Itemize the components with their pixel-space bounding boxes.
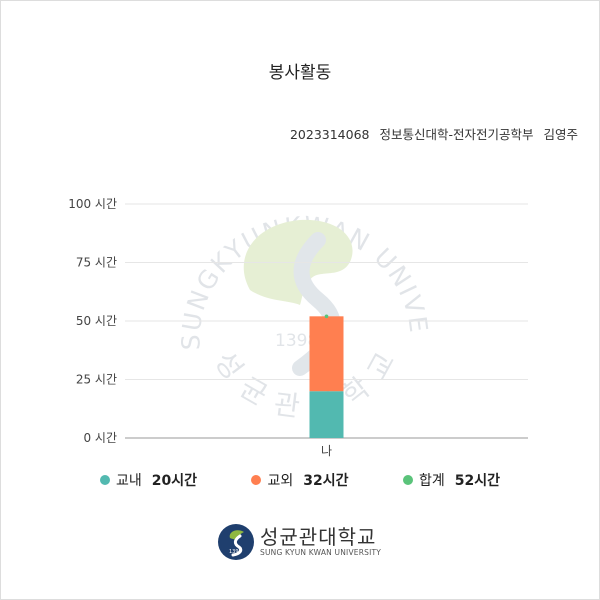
legend-dot-outside: [251, 475, 262, 485]
y-tick-label: 0 시간: [83, 431, 117, 445]
y-tick-label: 100 시간: [68, 197, 117, 211]
total-marker: [324, 314, 329, 319]
page-title: 봉사활동: [268, 63, 332, 83]
student-name: 김영주: [543, 127, 578, 142]
legend-value: 20시간: [151, 473, 198, 489]
bar-segment-inside: [309, 391, 344, 438]
student-info: 2023314068 정보통신대학-전자전기공학부 김영주: [284, 124, 578, 143]
legend-dot-total: [402, 475, 413, 485]
university-name-korean: 성균관대학교: [260, 525, 377, 549]
y-tick-label: 75 시간: [76, 256, 117, 270]
legend-value: 52시간: [454, 473, 500, 489]
y-tick-label: 25 시간: [76, 373, 117, 387]
x-tick-label: 나: [321, 444, 332, 458]
legend-value: 32시간: [303, 473, 349, 489]
emblem-year: 1398: [229, 549, 242, 555]
university-emblem-icon: 1398: [218, 524, 254, 560]
student-id: 2023314068: [289, 127, 370, 142]
y-axis-labels: 0 시간 25 시간 50 시간 75 시간 100 시간: [68, 197, 117, 445]
student-department: 정보통신대학-전자전기공학부: [379, 127, 534, 142]
bar-segment-outside: [309, 316, 344, 392]
legend-label: 교내: [116, 473, 142, 489]
legend-item-outside: 교외 32시간: [251, 470, 349, 490]
legend-item-total: 합계 52시간: [402, 470, 500, 490]
legend-item-inside: 교내 20시간: [100, 470, 197, 490]
watermark-year: 1398: [275, 331, 318, 351]
university-name-english: SUNG KYUN KWAN UNIVERSITY: [260, 548, 382, 557]
legend-label: 교외: [267, 473, 294, 489]
x-axis-labels: 나: [321, 444, 332, 458]
y-tick-label: 50 시간: [76, 314, 117, 328]
legend-label: 합계: [418, 473, 445, 489]
legend-dot-inside: [100, 475, 110, 485]
legend: 교내 20시간 교외 32시간 합계 52시간: [100, 470, 500, 490]
university-logo: 1398 성균관대학교 SUNG KYUN KWAN UNIVERSITY: [216, 520, 381, 564]
bars: [309, 314, 344, 438]
